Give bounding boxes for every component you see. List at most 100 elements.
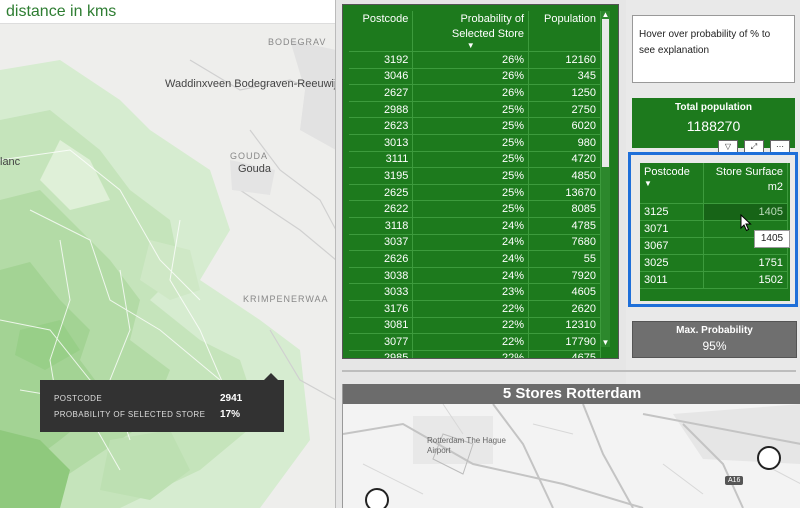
table-row[interactable]: 3033 23% 4605 xyxy=(349,283,601,301)
postcode-cell[interactable]: 3111 xyxy=(349,151,414,169)
store-surface-cell[interactable]: 1751 xyxy=(703,254,788,272)
postcode-cell[interactable]: 2627 xyxy=(349,84,414,102)
postcode-cell[interactable]: 2625 xyxy=(349,184,414,202)
postcode-cell[interactable]: 2622 xyxy=(349,200,414,218)
probability-cell[interactable]: 24% xyxy=(412,250,530,268)
population-cell[interactable]: 4850 xyxy=(528,167,601,185)
postcode-cell[interactable]: 3033 xyxy=(349,283,414,301)
postcode-cell[interactable]: 3195 xyxy=(349,167,414,185)
probability-cell[interactable]: 25% xyxy=(412,200,530,218)
table-row[interactable]: 3195 25% 4850 xyxy=(349,167,601,185)
probability-cell[interactable]: 24% xyxy=(412,234,530,252)
probability-cell[interactable]: 25% xyxy=(412,151,530,169)
table-row[interactable]: 3077 22% 17790 xyxy=(349,333,601,351)
population-cell[interactable]: 4720 xyxy=(528,151,601,169)
scroll-up-icon[interactable]: ▲ xyxy=(601,10,610,19)
population-cell[interactable]: 7920 xyxy=(528,267,601,285)
store-postcode-cell[interactable]: 3067 xyxy=(640,237,705,255)
table-row[interactable]: 3038 24% 7920 xyxy=(349,267,601,285)
population-cell[interactable]: 6020 xyxy=(528,117,601,135)
probability-cell[interactable]: 26% xyxy=(412,84,530,102)
store-surface-cell[interactable]: 1405 xyxy=(703,203,788,221)
probability-cell[interactable]: 25% xyxy=(412,117,530,135)
postcode-cell[interactable]: 2985 xyxy=(349,350,414,358)
store-marker[interactable] xyxy=(365,488,389,508)
probability-table[interactable]: Postcode Probability of Selected Store ▼… xyxy=(342,4,619,359)
probability-cell[interactable]: 23% xyxy=(412,283,530,301)
probability-cell[interactable]: 25% xyxy=(412,134,530,152)
table-row[interactable]: 2988 25% 2750 xyxy=(349,101,601,119)
table-row[interactable]: 3176 22% 2620 xyxy=(349,300,601,318)
population-cell[interactable]: 345 xyxy=(528,68,601,86)
table-row[interactable]: 3025 1751 xyxy=(640,254,788,272)
table-row[interactable]: 2622 25% 8085 xyxy=(349,200,601,218)
table-row[interactable]: 3081 22% 12310 xyxy=(349,317,601,335)
postcode-cell[interactable]: 2623 xyxy=(349,117,414,135)
postcode-cell[interactable]: 3192 xyxy=(349,51,414,69)
postcode-cell[interactable]: 3176 xyxy=(349,300,414,318)
postcode-cell[interactable]: 3037 xyxy=(349,234,414,252)
more-options-icon[interactable]: ⋯ xyxy=(770,140,790,154)
population-cell[interactable]: 980 xyxy=(528,134,601,152)
store-table-selected-frame[interactable]: Postcode ▼ Store Surface m2 3125 1405 3071… xyxy=(628,152,798,307)
probability-cell[interactable]: 22% xyxy=(412,350,530,358)
population-cell[interactable]: 7680 xyxy=(528,234,601,252)
postcode-cell[interactable]: 2626 xyxy=(349,250,414,268)
table-row[interactable]: 3192 26% 12160 xyxy=(349,51,601,69)
population-cell[interactable]: 2750 xyxy=(528,101,601,119)
population-cell[interactable]: 4785 xyxy=(528,217,601,235)
probability-cell[interactable]: 22% xyxy=(412,317,530,335)
table-row[interactable]: 2623 25% 6020 xyxy=(349,117,601,135)
postcode-cell[interactable]: 3081 xyxy=(349,317,414,335)
probability-cell[interactable]: 22% xyxy=(412,300,530,318)
population-cell[interactable]: 12310 xyxy=(528,317,601,335)
table-row[interactable]: 3013 25% 980 xyxy=(349,134,601,152)
table-row[interactable]: 3011 1502 xyxy=(640,271,788,289)
table-row[interactable]: 3118 24% 4785 xyxy=(349,217,601,235)
stores-map[interactable]: 5 Stores Rotterdam Rotterdam The Hague A xyxy=(342,384,800,508)
scrollbar-thumb[interactable] xyxy=(602,19,609,167)
sort-desc-icon[interactable]: ▼ xyxy=(466,41,475,50)
postcode-cell[interactable]: 3046 xyxy=(349,68,414,86)
probability-cell[interactable]: 25% xyxy=(412,101,530,119)
column-header-population[interactable]: Population xyxy=(528,11,601,52)
table-row[interactable]: 3111 25% 4720 xyxy=(349,151,601,169)
sort-desc-icon[interactable]: ▼ xyxy=(644,179,652,188)
probability-cell[interactable]: 26% xyxy=(412,51,530,69)
population-cell[interactable]: 4675 xyxy=(528,350,601,358)
filter-icon[interactable]: ▽ xyxy=(718,140,738,154)
column-header-probability[interactable]: Probability of Selected Store ▼ xyxy=(412,11,530,52)
probability-cell[interactable]: 22% xyxy=(412,333,530,351)
store-surface-cell[interactable]: 1502 xyxy=(703,271,788,289)
table-row[interactable]: 3046 26% 345 xyxy=(349,68,601,86)
column-header-store-postcode[interactable]: Postcode ▼ xyxy=(640,163,705,204)
population-cell[interactable]: 13670 xyxy=(528,184,601,202)
store-postcode-cell[interactable]: 3011 xyxy=(640,271,705,289)
table-row[interactable]: 2985 22% 4675 xyxy=(349,350,601,358)
column-header-store-surface[interactable]: Store Surface m2 xyxy=(703,163,788,204)
probability-cell[interactable]: 25% xyxy=(412,167,530,185)
store-marker[interactable] xyxy=(757,446,781,470)
postcode-cell[interactable]: 2988 xyxy=(349,101,414,119)
table-scrollbar[interactable]: ▲ ▼ xyxy=(601,11,610,347)
store-surface-table[interactable]: Postcode ▼ Store Surface m2 3125 1405 3071… xyxy=(640,163,790,301)
population-cell[interactable]: 1250 xyxy=(528,84,601,102)
population-cell[interactable]: 55 xyxy=(528,250,601,268)
table-row[interactable]: 3067 xyxy=(640,237,788,255)
postcode-cell[interactable]: 3077 xyxy=(349,333,414,351)
population-cell[interactable]: 12160 xyxy=(528,51,601,69)
probability-cell[interactable]: 26% xyxy=(412,68,530,86)
postcode-cell[interactable]: 3038 xyxy=(349,267,414,285)
population-cell[interactable]: 17790 xyxy=(528,333,601,351)
postcode-cell[interactable]: 3013 xyxy=(349,134,414,152)
table-row[interactable]: 2625 25% 13670 xyxy=(349,184,601,202)
population-cell[interactable]: 8085 xyxy=(528,200,601,218)
probability-cell[interactable]: 24% xyxy=(412,267,530,285)
store-postcode-cell[interactable]: 3025 xyxy=(640,254,705,272)
scroll-down-icon[interactable]: ▼ xyxy=(601,338,610,347)
store-postcode-cell[interactable]: 3125 xyxy=(640,203,705,221)
probability-cell[interactable]: 25% xyxy=(412,184,530,202)
store-postcode-cell[interactable]: 3071 xyxy=(640,220,705,238)
choropleth-map[interactable]: distance in kms BODEGRAV Waddinxveen Bod… xyxy=(0,0,336,508)
population-cell[interactable]: 4605 xyxy=(528,283,601,301)
